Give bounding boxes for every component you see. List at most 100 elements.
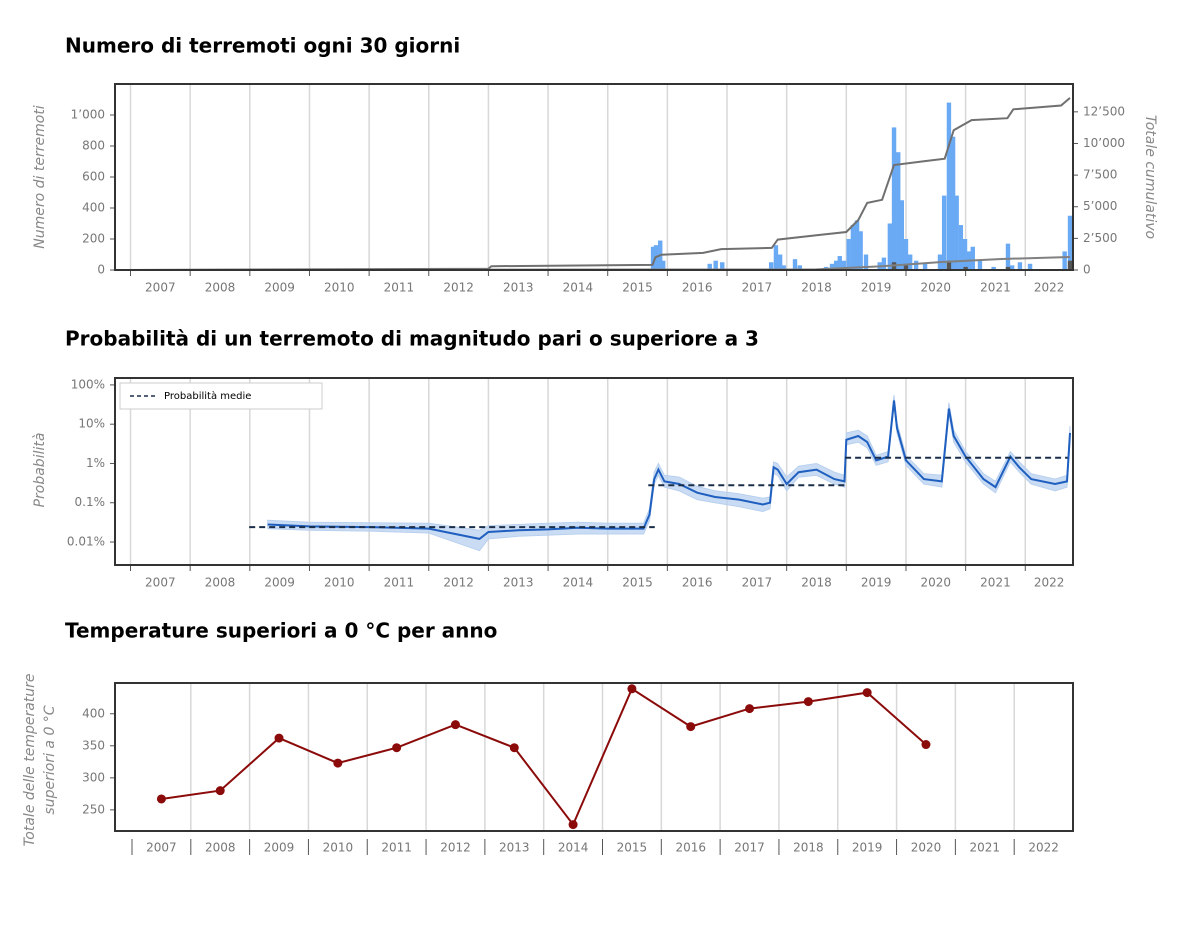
bar: [1005, 266, 1011, 270]
bar: [837, 256, 842, 270]
point: [745, 704, 755, 714]
bar: [896, 152, 901, 270]
bar: [946, 260, 952, 270]
x-tick-label: 2020: [921, 281, 952, 295]
bar: [1005, 243, 1011, 270]
bar: [854, 220, 860, 270]
y-axis-label: Totale delle temperature: [22, 673, 38, 846]
x-tick-label: 2011: [384, 576, 415, 590]
x-tick-label: 2010: [323, 841, 354, 855]
bar: [833, 260, 839, 270]
point: [156, 794, 166, 804]
bar: [899, 200, 905, 270]
x-tick-label: 2022: [1028, 841, 1059, 855]
plot-frame: [114, 83, 1074, 271]
bar: [660, 260, 666, 270]
bar: [863, 254, 869, 270]
bar: [887, 223, 893, 270]
x-tick-label: 2015: [617, 841, 648, 855]
bar: [991, 266, 996, 270]
x-tick-label: 2011: [381, 841, 412, 855]
chart-title: Temperature superiori a 0 °C per anno: [65, 619, 497, 643]
bar: [846, 239, 851, 270]
x-tick-label: 2021: [980, 576, 1011, 590]
y-tick-label: 300: [82, 770, 105, 784]
bar: [773, 245, 779, 270]
x-tick-label: 2017: [742, 281, 773, 295]
x-tick-label: 2007: [146, 841, 177, 855]
x-tick-label: 2021: [970, 841, 1001, 855]
x-tick-label: 2008: [205, 841, 236, 855]
x-tick-label: 2018: [801, 576, 832, 590]
y-axis-label: superiori a 0 °C: [42, 705, 58, 814]
y-axis-label: Probabilità: [32, 433, 48, 508]
bar: [963, 266, 968, 270]
chart-title: Probabilità di un terremoto di magnitudo…: [65, 327, 759, 351]
y-tick-label: 10%: [78, 417, 105, 431]
bar: [1017, 262, 1023, 270]
x-tick-label: 2012: [443, 576, 474, 590]
point: [568, 820, 578, 830]
bar: [781, 265, 786, 270]
x-tick-label: 2022: [1034, 576, 1065, 590]
x-tick-label: 2007: [145, 576, 176, 590]
x-tick-label: 2010: [324, 281, 355, 295]
y2-tick-label: 0: [1083, 263, 1091, 277]
bar: [777, 254, 783, 270]
bar: [1009, 265, 1015, 270]
bar: [946, 102, 952, 270]
y2-tick-label: 7’500: [1083, 168, 1117, 182]
y-tick-label: 400: [82, 706, 105, 720]
x-tick-label: 2020: [911, 841, 942, 855]
bar: [903, 239, 909, 270]
probability-line: [267, 400, 1071, 540]
bar: [907, 254, 913, 270]
y2-tick-label: 10’000: [1083, 136, 1125, 150]
x-tick-label: 2007: [145, 281, 176, 295]
x-tick-label: 2008: [205, 281, 236, 295]
y-tick-label: 0.1%: [75, 495, 106, 509]
y-tick-label: 600: [82, 170, 105, 184]
y-tick-label: 800: [82, 139, 105, 153]
bar: [797, 265, 802, 270]
x-tick-label: 2012: [443, 281, 474, 295]
x-tick-label: 2010: [324, 576, 355, 590]
bar: [1062, 251, 1067, 270]
y-tick-label: 100%: [71, 377, 105, 391]
x-tick-label: 2016: [675, 841, 706, 855]
y2-tick-label: 12’500: [1083, 104, 1125, 118]
y-tick-label: 350: [82, 738, 105, 752]
bar: [829, 263, 835, 270]
x-tick-label: 2019: [861, 576, 892, 590]
point: [392, 743, 402, 753]
plot-frame: [114, 377, 1074, 566]
x-tick-label: 2021: [980, 281, 1011, 295]
plot-layer: [114, 84, 1073, 271]
bar: [768, 262, 774, 270]
point: [333, 758, 343, 768]
bar: [1027, 263, 1033, 270]
bar: [891, 127, 897, 271]
point: [274, 733, 284, 743]
bar: [913, 260, 919, 270]
point: [627, 684, 637, 694]
bar: [850, 225, 856, 270]
bar: [792, 259, 798, 270]
point: [686, 722, 696, 732]
plot-background: [115, 84, 1073, 270]
y-tick-label: 400: [82, 201, 105, 215]
x-tick-label: 2014: [563, 576, 594, 590]
y-tick-label: 250: [82, 802, 105, 816]
x-tick-label: 2015: [622, 281, 653, 295]
bar: [950, 136, 956, 270]
bar: [1067, 260, 1073, 270]
x-tick-label: 2009: [264, 281, 295, 295]
x-tick-label: 2013: [503, 576, 534, 590]
bar: [720, 262, 725, 270]
x-tick-label: 2009: [264, 841, 295, 855]
x-tick-label: 2013: [503, 281, 534, 295]
y-axis-label: Numero di terremoti: [32, 105, 48, 249]
x-tick-label: 2015: [622, 576, 653, 590]
temperature-line: [161, 687, 927, 827]
